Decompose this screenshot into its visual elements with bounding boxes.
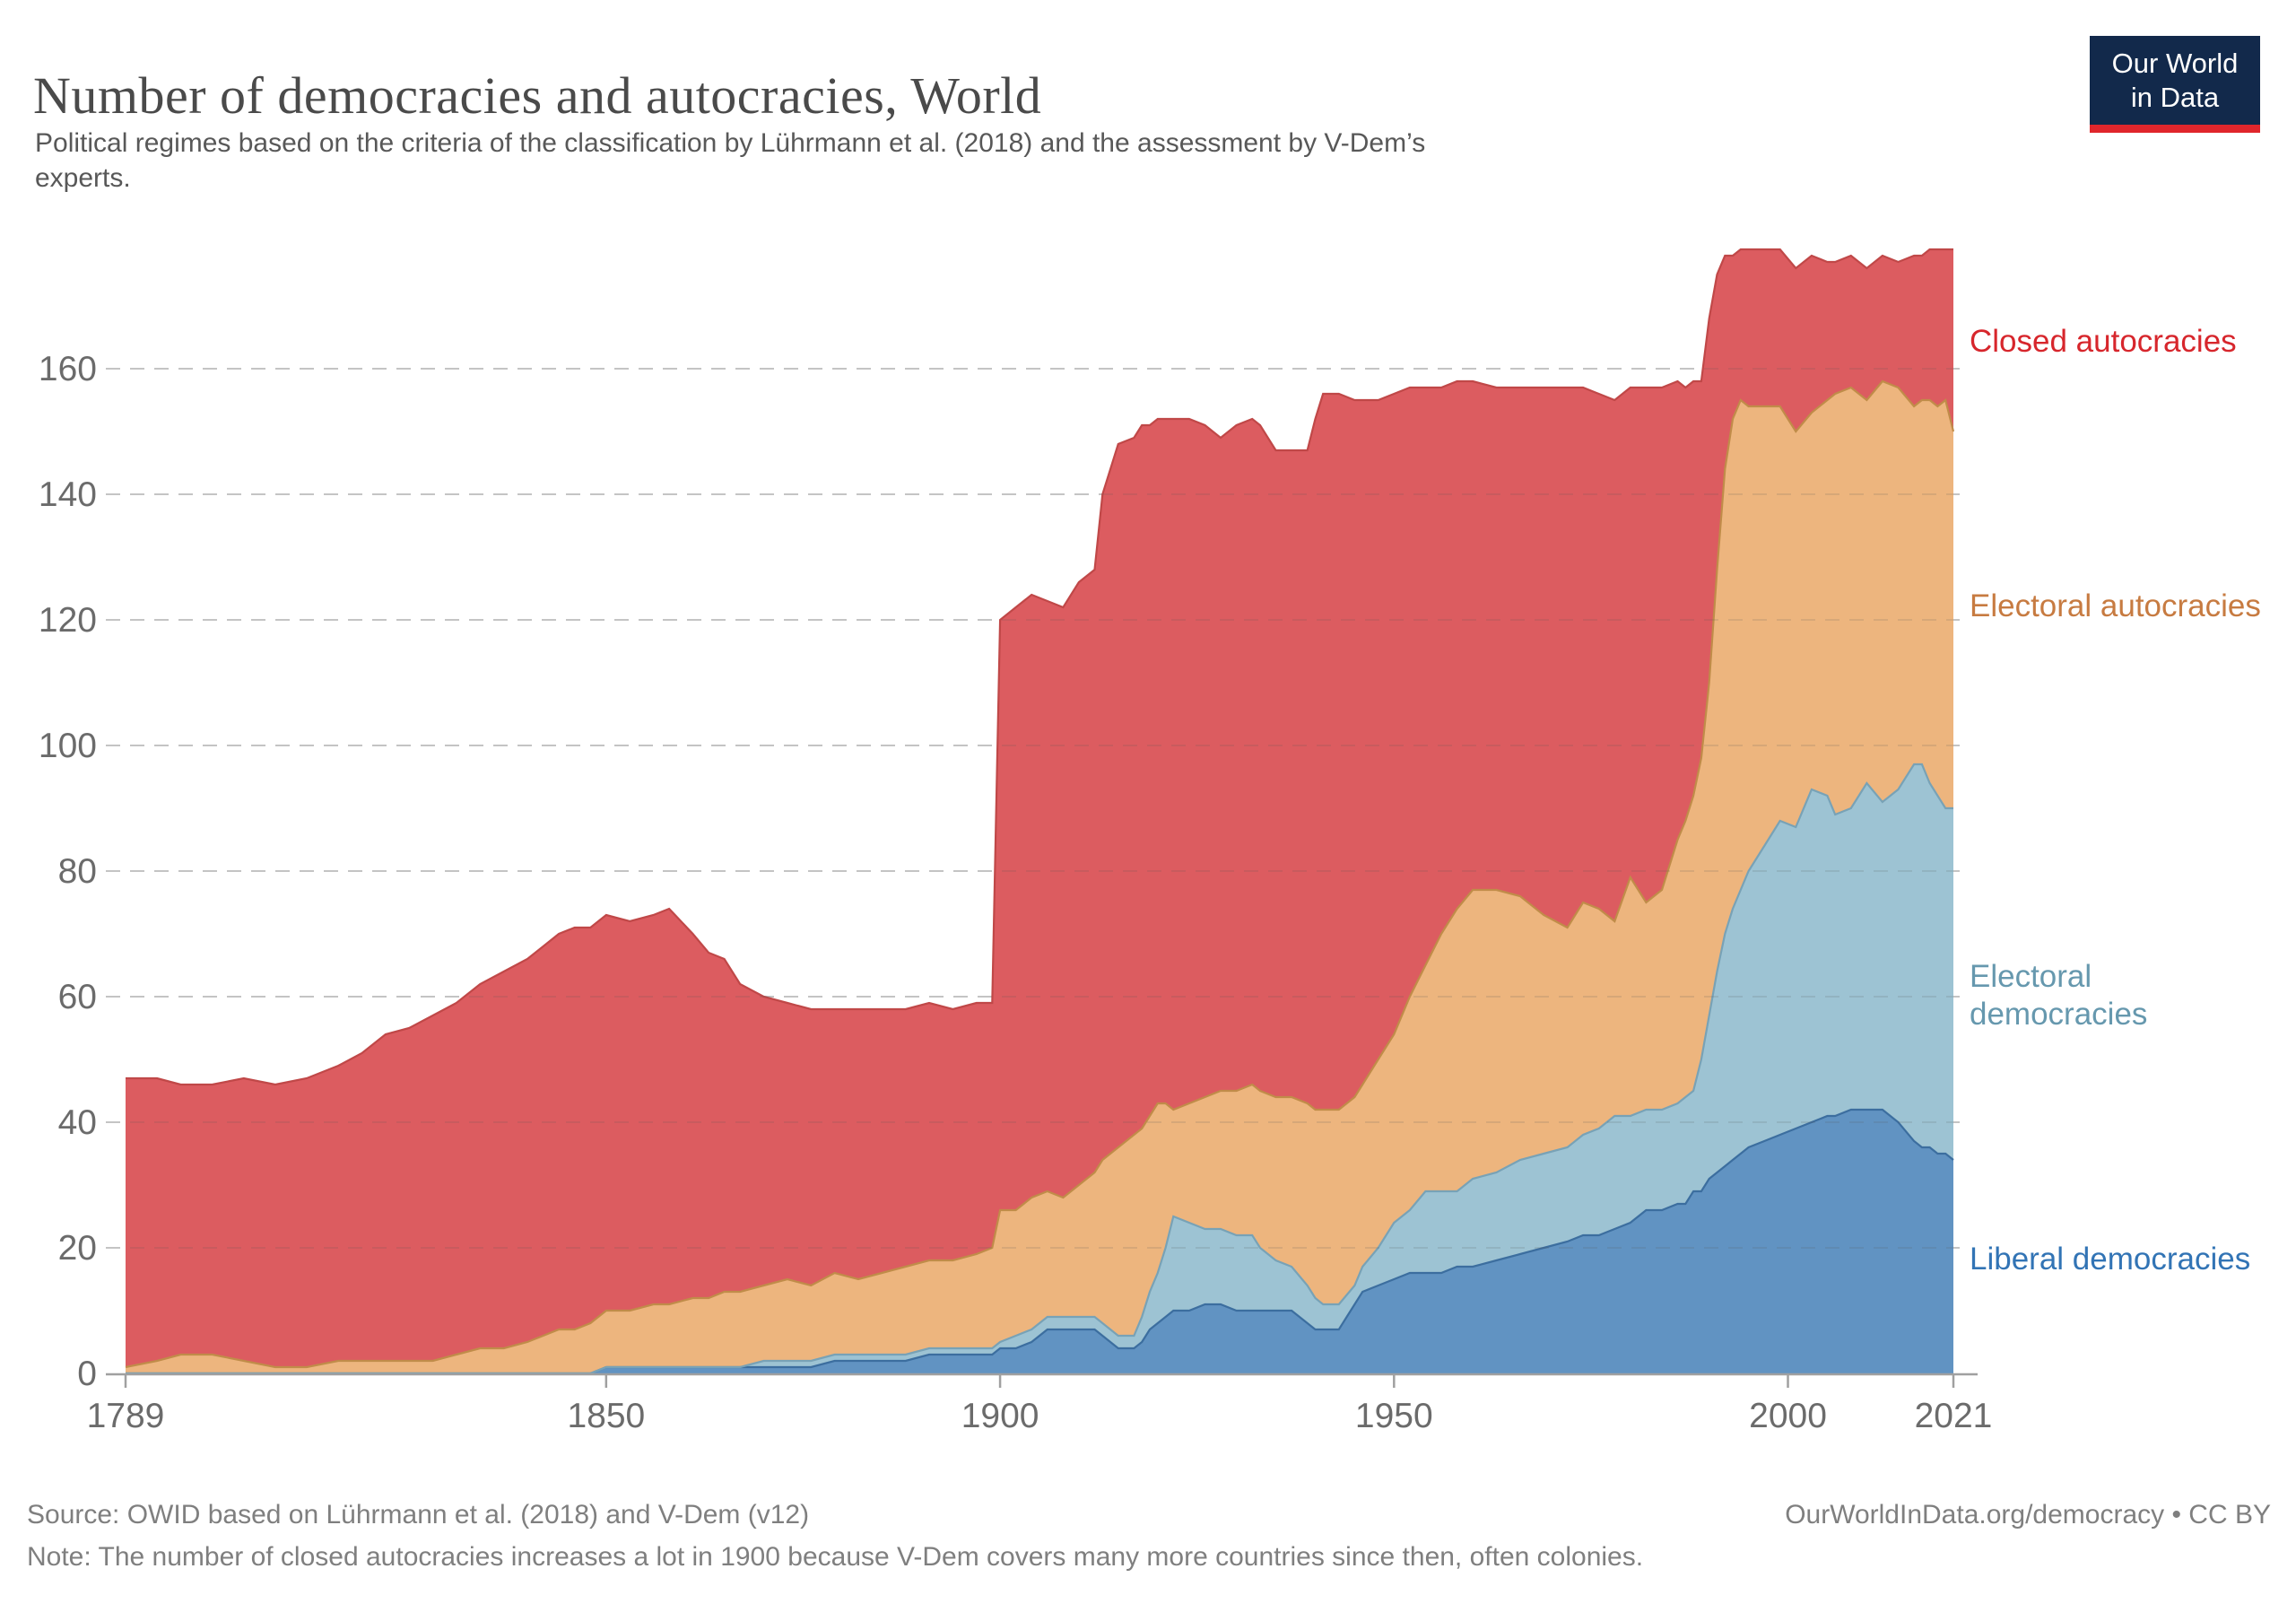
owid-logo-line1: Our World <box>2111 47 2239 79</box>
legend-closed-autocracies: Closed autocracies <box>1970 324 2237 359</box>
footer-source: Source: OWID based on Lührmann et al. (2… <box>27 1500 810 1529</box>
area-liberal-democracies[interactable] <box>126 1110 1953 1373</box>
y-tick-label: 120 <box>39 601 97 640</box>
area-electoral-democracies[interactable] <box>126 764 1953 1373</box>
boundary-electoral-autocracies <box>125 379 1955 1369</box>
legend-liberal-democracies: Liberal democracies <box>1970 1242 2251 1277</box>
x-tick-label: 1850 <box>567 1397 645 1435</box>
area-closed-autocracies[interactable] <box>126 249 1953 1367</box>
y-tick-label: 100 <box>39 727 97 765</box>
y-tick-label: 40 <box>58 1103 97 1142</box>
legend-electoral-autocracies: Electoral autocracies <box>1970 588 2261 623</box>
footer-note: Note: The number of closed autocracies i… <box>27 1542 1644 1572</box>
boundary-closed-autocracies <box>126 248 1953 1086</box>
owid-logo[interactable]: Our World in Data <box>2090 36 2260 133</box>
y-tick-label: 140 <box>39 475 97 514</box>
y-tick-label: 0 <box>77 1355 97 1393</box>
legend-electoral-democracies: Electoral democracies <box>1970 959 2148 1032</box>
x-tick-label: 2021 <box>1915 1397 1993 1435</box>
y-tick-label: 80 <box>58 852 97 891</box>
x-tick-label: 2000 <box>1749 1397 1827 1435</box>
x-tick-label: 1950 <box>1355 1397 1433 1435</box>
y-tick-label: 20 <box>58 1229 97 1268</box>
area-electoral-autocracies[interactable] <box>126 381 1953 1373</box>
y-tick-label: 60 <box>58 978 97 1016</box>
owid-logo-line2: in Data <box>2130 81 2220 113</box>
footer-link[interactable]: OurWorldInData.org/democracy • CC BY <box>1785 1500 2271 1529</box>
x-tick-label: 1900 <box>961 1397 1039 1435</box>
x-tick-label: 1789 <box>87 1397 165 1435</box>
y-tick-label: 160 <box>39 350 97 388</box>
page-title: Number of democracies and autocracies, W… <box>33 65 1042 125</box>
chart-subtitle: Political regimes based on the criteria … <box>35 128 1426 193</box>
